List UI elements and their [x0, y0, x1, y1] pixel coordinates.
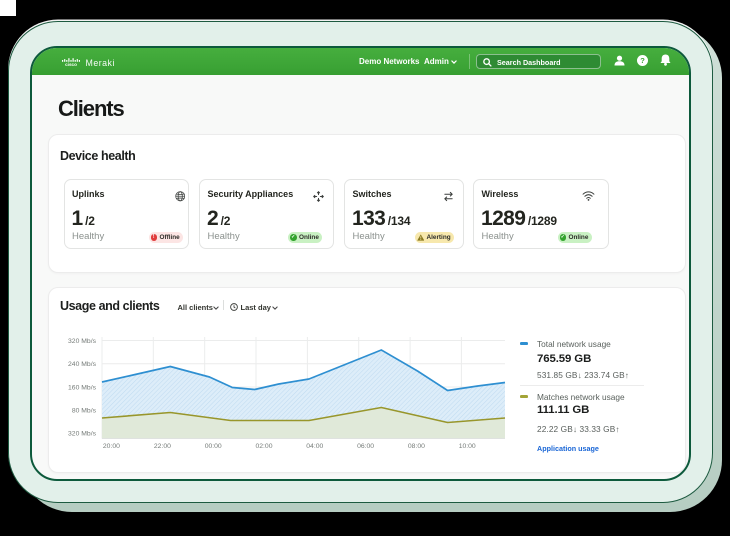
- svg-text:00:00: 00:00: [205, 443, 222, 450]
- svg-text:160 Mb/s: 160 Mb/s: [68, 384, 97, 391]
- svg-text:320 Mb/s: 320 Mb/s: [68, 431, 97, 438]
- svg-text:04:00: 04:00: [306, 443, 323, 450]
- svg-text:cisco: cisco: [65, 61, 77, 65]
- svg-text:22:00: 22:00: [154, 443, 171, 450]
- svg-text:240 Mb/s: 240 Mb/s: [68, 361, 97, 368]
- svg-text:10:00: 10:00: [459, 443, 476, 450]
- svg-text:80 Mb/s: 80 Mb/s: [72, 408, 97, 415]
- svg-text:20:00: 20:00: [103, 443, 120, 450]
- svg-text:320 Mb/s: 320 Mb/s: [68, 338, 97, 345]
- svg-text:?: ?: [640, 56, 645, 65]
- svg-text:02:00: 02:00: [255, 443, 272, 450]
- svg-text:06:00: 06:00: [357, 443, 374, 450]
- svg-text:08:00: 08:00: [408, 443, 425, 450]
